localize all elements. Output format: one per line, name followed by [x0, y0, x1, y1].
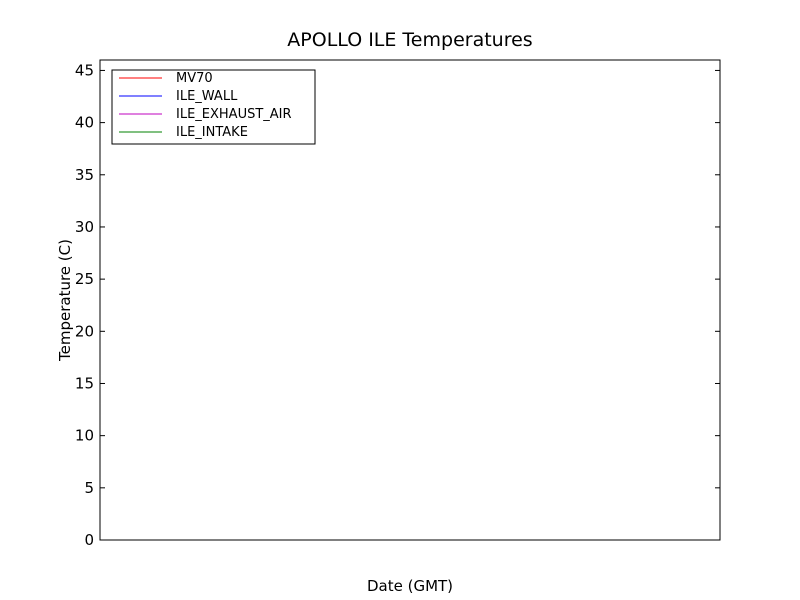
y-tick-label: 20 [75, 322, 94, 340]
y-axis: 0 5 10 15 20 25 30 35 40 45 [75, 61, 720, 549]
y-tick-label: 25 [75, 270, 94, 288]
chart-title: APOLLO ILE Temperatures [287, 29, 532, 51]
y-tick-label: 0 [84, 531, 94, 549]
x-axis-label: Date (GMT) [367, 577, 453, 595]
legend-label: ILE_EXHAUST_AIR [176, 107, 292, 122]
legend-label: MV70 [176, 71, 213, 86]
y-axis-label: Temperature (C) [56, 239, 74, 362]
legend: MV70 ILE_WALL ILE_EXHAUST_AIR ILE_INTAKE [111, 69, 316, 145]
legend-label: ILE_WALL [176, 89, 238, 104]
y-tick-label: 35 [75, 166, 94, 184]
plot-frame [99, 59, 721, 541]
y-tick-label: 45 [75, 61, 94, 79]
y-tick-label: 10 [75, 427, 94, 445]
y-tick-label: 40 [75, 114, 94, 132]
y-tick-label: 5 [84, 479, 94, 497]
y-tick-label: 15 [75, 374, 94, 392]
legend-label: ILE_INTAKE [176, 125, 248, 140]
y-tick-label: 30 [75, 218, 94, 236]
